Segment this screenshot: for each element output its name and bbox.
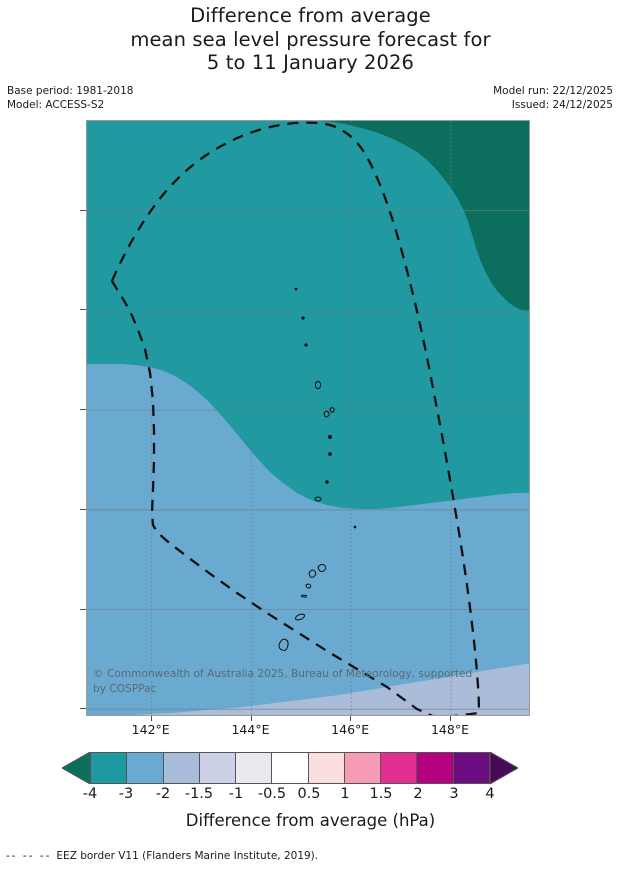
colorbar-under-arrow	[62, 752, 90, 784]
colorbar-segment-8	[381, 753, 418, 783]
map-canvas	[87, 121, 529, 715]
coastline-islands	[278, 287, 357, 651]
colorbar-tick-2: -2	[155, 786, 171, 802]
x-tick-1: 144°E	[231, 722, 270, 737]
y-tickmark-0	[80, 209, 86, 211]
issued-text: Issued: 24/12/2025	[511, 99, 613, 111]
colorbar-segment-6	[308, 753, 345, 783]
colorbar-segment-4	[236, 753, 273, 783]
x-tickmark-1	[250, 716, 252, 721]
model-run-text: Model run: 22/12/2025	[493, 85, 613, 97]
colorbar-segment-9	[417, 753, 454, 783]
title-line-1: Difference from average	[190, 4, 431, 27]
base-period-text: Base period: 1981-2018	[7, 85, 134, 97]
x-tickmark-2	[350, 716, 352, 721]
colorbar-segment-0	[91, 753, 128, 783]
y-tickmark-2	[80, 409, 86, 411]
colorbar-segment-10	[453, 753, 489, 783]
footer-legend-text: EEZ border V11 (Flanders Marine Institut…	[56, 850, 319, 862]
colorbar-segment-2	[163, 753, 200, 783]
colorbar-tick-11: 4	[485, 786, 495, 802]
x-tick-2: 146°E	[331, 722, 370, 737]
colorbar-over-arrow	[490, 752, 518, 784]
y-tickmark-3	[80, 508, 86, 510]
y-tickmark-4	[80, 608, 86, 610]
colorbar: -4 -3 -2 -1.5 -1 -0.5 0.5 1 1.5 2 3 4	[0, 748, 621, 808]
metadata-left: Base period: 1981-2018 Model: ACCESS-S2	[7, 84, 133, 112]
x-tickmark-3	[450, 716, 451, 721]
colorbar-segment-7	[344, 753, 382, 783]
metadata-right: Model run: 22/12/2025 Issued: 24/12/2025	[493, 84, 613, 112]
colorbar-segment-1	[127, 753, 164, 783]
title-line-3: 5 to 11 January 2026	[206, 51, 415, 74]
x-tickmark-0	[150, 716, 152, 721]
colorbar-tick-8: 1.5	[369, 786, 393, 802]
model-text: Model: ACCESS-S2	[7, 99, 105, 111]
colorbar-tick-5: -0.5	[257, 786, 287, 802]
colorbar-tick-3: -1.5	[184, 786, 214, 802]
field-dark-teal-bin	[323, 121, 529, 311]
map-credit-line-1: © Commonwealth of Australia 2025, Bureau…	[93, 668, 473, 680]
eez-border-line	[110, 121, 481, 715]
footer-legend: -- -- -- EEZ border V11 (Flanders Marine…	[6, 850, 318, 862]
eez-dash-swatch: -- -- --	[6, 850, 52, 862]
x-tick-3: 148°E	[430, 722, 469, 737]
colorbar-tick-0: -4	[82, 786, 98, 802]
field-blue-bin	[87, 364, 529, 715]
field-pale-blue-bin	[135, 663, 529, 715]
colorbar-tick-10: 3	[449, 786, 459, 802]
colorbar-title: Difference from average (hPa)	[185, 811, 436, 830]
colorbar-segments	[90, 752, 490, 784]
colorbar-tick-7: 1	[340, 786, 350, 802]
map-credit-line-2: by COSPPac	[93, 682, 157, 695]
map-gridlines	[87, 121, 529, 715]
colorbar-segment-3	[199, 753, 237, 783]
y-tickmark-1	[80, 309, 86, 311]
colorbar-tick-9: 2	[413, 786, 423, 802]
colorbar-tick-1: -3	[118, 786, 134, 802]
colorbar-tick-6: 0.5	[297, 786, 321, 802]
map-credit: © Commonwealth of Australia 2025, Bureau…	[93, 667, 518, 696]
y-tickmark-5	[80, 708, 86, 710]
map-plot-area: © Commonwealth of Australia 2025, Bureau…	[86, 120, 530, 716]
x-tick-0: 142°E	[131, 722, 170, 737]
colorbar-segment-5	[272, 753, 309, 783]
colorbar-tick-4: -1	[228, 786, 244, 802]
page-title: Difference from average mean sea level p…	[0, 4, 621, 75]
title-line-2: mean sea level pressure forecast for	[130, 27, 491, 51]
